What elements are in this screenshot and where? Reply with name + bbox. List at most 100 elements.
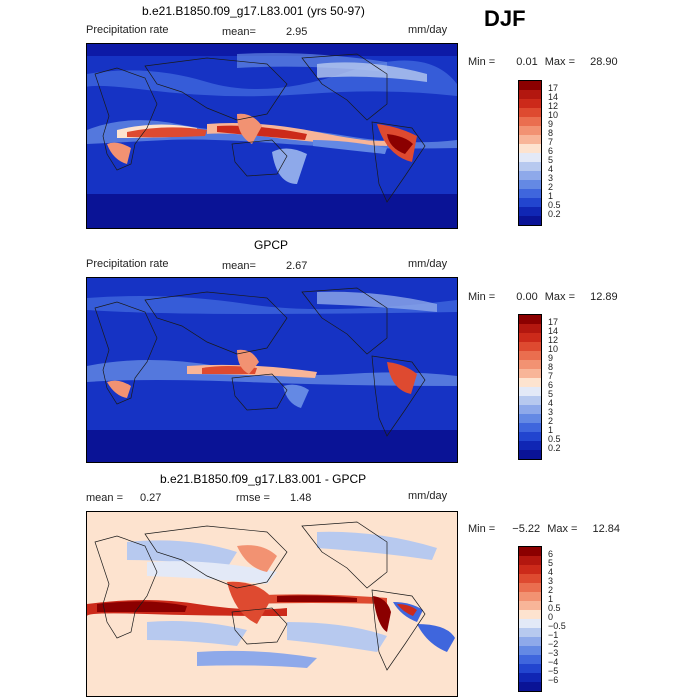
- panel-1-map: [86, 43, 458, 229]
- colorbar-tick-label: 6: [548, 549, 554, 559]
- colorbar-tick-label: 4: [548, 567, 554, 577]
- colorbar-tick-label: −3: [548, 648, 559, 658]
- panel-1-minmax: Min = 0.01 Max = 28.90: [468, 56, 618, 68]
- panel-1-map-svg: [87, 44, 457, 228]
- colorbar-swatch: [519, 324, 541, 333]
- colorbar-swatch: [519, 664, 541, 673]
- colorbar-swatch: [519, 432, 541, 441]
- colorbar-swatch: [519, 441, 541, 450]
- colorbar-tick-label: 0.2: [548, 209, 561, 219]
- colorbar-tick-label: 10: [548, 344, 559, 354]
- panel-2-max-value: 12.89: [590, 291, 618, 303]
- colorbar-swatch: [519, 81, 541, 90]
- colorbar-tick-label: 5: [548, 389, 554, 399]
- colorbar-tick-label: −2: [548, 639, 559, 649]
- colorbar-swatch: [519, 547, 541, 556]
- panel-2-mean-value: 2.67: [286, 260, 308, 272]
- colorbar-swatch: [519, 333, 541, 342]
- colorbar-swatch: [519, 369, 541, 378]
- panel-2-title: GPCP: [254, 238, 289, 252]
- colorbar-tick-label: 0.5: [548, 200, 561, 210]
- colorbar-swatch: [519, 655, 541, 664]
- colorbar-swatches: [518, 80, 542, 226]
- colorbar-swatch: [519, 360, 541, 369]
- panel-3-rmse-value: 1.48: [290, 492, 312, 504]
- panel-3-mean-label: mean =: [86, 492, 123, 504]
- colorbar-tick-label: 1: [548, 191, 554, 201]
- colorbar-tick-label: 7: [548, 137, 554, 147]
- colorbar-swatch: [519, 574, 541, 583]
- colorbar-swatch: [519, 556, 541, 565]
- colorbar-tick-label: −1: [548, 630, 559, 640]
- colorbar-swatch: [519, 135, 541, 144]
- panel-3-minmax: Min = −5.22 Max = 12.84: [468, 523, 620, 535]
- panel-3-map-svg: [87, 512, 457, 696]
- panel-2-map-svg: [87, 278, 457, 462]
- colorbar-tick-label: 5: [548, 558, 554, 568]
- panel-3-title: b.e21.B1850.f09_g17.L83.001 - GPCP: [160, 472, 367, 486]
- colorbar-swatch: [519, 90, 541, 99]
- panel-1-variable-label: Precipitation rate: [86, 24, 169, 36]
- colorbar-swatch: [519, 628, 541, 637]
- colorbar-tick-label: 10: [548, 110, 559, 120]
- panel-1-max-label: Max =: [544, 56, 576, 68]
- colorbar-swatch: [519, 126, 541, 135]
- panel-3-map: [86, 511, 458, 697]
- colorbar-tick-label: 3: [548, 576, 554, 586]
- colorbar-swatch: [519, 378, 541, 387]
- colorbar-swatch: [519, 216, 541, 225]
- colorbar-tick-label: 2: [548, 585, 554, 595]
- colorbar-swatch: [519, 117, 541, 126]
- colorbar-swatch: [519, 144, 541, 153]
- colorbar-tick-label: 12: [548, 101, 559, 111]
- colorbar-tick-label: 2: [548, 416, 554, 426]
- panel-2-units: mm/day: [408, 258, 448, 270]
- colorbar-tick-label: 0: [548, 612, 554, 622]
- colorbar-tick-label: 17: [548, 83, 559, 93]
- colorbar-swatch: [519, 99, 541, 108]
- colorbar-swatch: [519, 207, 541, 216]
- colorbar-swatch: [519, 315, 541, 324]
- colorbar-tick-label: −6: [548, 675, 559, 685]
- colorbar-swatch: [519, 619, 541, 628]
- colorbar-tick-label: 3: [548, 173, 554, 183]
- colorbar-tick-label: 14: [548, 92, 559, 102]
- panel-2-mean-label: mean=: [222, 260, 256, 272]
- colorbar-tick-label: 0.5: [548, 434, 561, 444]
- colorbar-swatch: [519, 637, 541, 646]
- panel-3-units: mm/day: [408, 490, 448, 502]
- colorbar-swatch: [519, 423, 541, 432]
- colorbar-tick-label: 14: [548, 326, 559, 336]
- colorbar-swatch: [519, 646, 541, 655]
- colorbar-swatch: [519, 450, 541, 459]
- colorbar-tick-label: −4: [548, 657, 559, 667]
- colorbar-tick-label: 4: [548, 398, 554, 408]
- colorbar-tick-label: 8: [548, 128, 554, 138]
- panel-3-min-value: −5.22: [512, 523, 541, 535]
- panel-3-min-label: Min =: [468, 523, 496, 535]
- colorbar-tick-label: 9: [548, 119, 554, 129]
- colorbar-swatch: [519, 180, 541, 189]
- colorbar-swatch: [519, 414, 541, 423]
- panel-2-variable-label: Precipitation rate: [86, 258, 169, 270]
- panel-2-map: [86, 277, 458, 463]
- colorbar-swatch: [519, 396, 541, 405]
- panel-1-max-value: 28.90: [590, 56, 618, 68]
- colorbar-swatch: [519, 198, 541, 207]
- colorbar-swatch: [519, 405, 541, 414]
- colorbar-tick-label: 9: [548, 353, 554, 363]
- colorbar-tick-label: 17: [548, 317, 559, 327]
- colorbar-swatch: [519, 189, 541, 198]
- season-label: DJF: [484, 6, 526, 31]
- colorbar-swatch: [519, 162, 541, 171]
- colorbar-tick-label: 8: [548, 362, 554, 372]
- panel-2-min-value: 0.00: [516, 291, 538, 303]
- colorbar-tick-label: 7: [548, 371, 554, 381]
- colorbar-swatch: [519, 342, 541, 351]
- colorbar-tick-label: 6: [548, 380, 554, 390]
- colorbar-tick-label: −0.5: [548, 621, 566, 631]
- panel-2-minmax: Min = 0.00 Max = 12.89: [468, 291, 618, 303]
- colorbar-tick-label: 4: [548, 164, 554, 174]
- panel-1-min-value: 0.01: [516, 56, 538, 68]
